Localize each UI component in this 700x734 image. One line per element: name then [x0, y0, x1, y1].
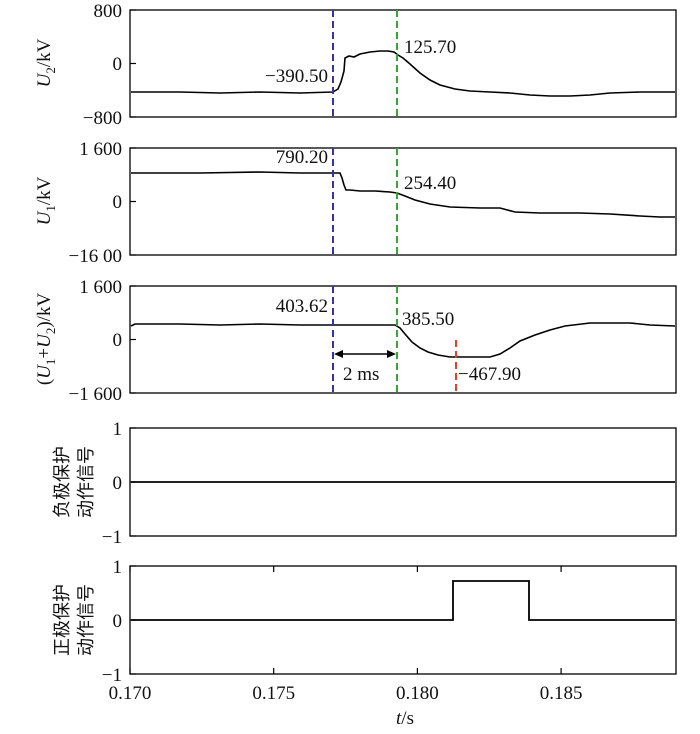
x-tick-0185: 0.185: [540, 683, 583, 704]
panel-sum-trace: [130, 322, 676, 358]
annotation-interval: 2 ms: [343, 364, 379, 385]
panel-u2-ytick-bot: −800: [83, 108, 122, 129]
panel-u1-ytick-top: 1 600: [79, 139, 122, 160]
panel-sum-ytick-bot: −1 600: [69, 384, 122, 405]
panel-u2-ylabel: U2/kV: [34, 38, 58, 87]
panel-sum-ylabel: (U1+U2)/kV: [34, 293, 58, 386]
annotation-u2-before: −390.50: [265, 66, 328, 87]
panel-u2-ytick-top: 800: [94, 1, 123, 22]
panel-pos-ylabel-line2: 动作信号: [76, 584, 97, 656]
panel-neg: 1 0 −1 负极保护 动作信号: [52, 419, 677, 548]
panel-u1-ytick-bot: −16 00: [69, 246, 122, 267]
annotation-u2-after: 125.70: [404, 37, 456, 58]
panel-pos-ylabel-line1: 正极保护: [52, 584, 73, 656]
x-axis-label: t/s: [396, 708, 414, 729]
panel-u2-ytick-mid: 0: [113, 54, 123, 75]
panel-sum-ytick-top: 1 600: [79, 277, 122, 298]
panel-u1-yticks: [130, 147, 136, 256]
interval-arrow: [334, 350, 396, 358]
panel-sum-ytick-mid: 0: [113, 330, 123, 351]
x-ticks: [129, 566, 562, 674]
panel-u2: 800 0 −800 U2/kV −390.50 125.70: [34, 1, 677, 129]
panel-pos-ytick-top: 1: [113, 557, 123, 578]
panel-u2-yticks: [130, 9, 136, 118]
annotation-sum-min: −467.90: [458, 364, 521, 385]
annotation-u1-before: 790.20: [276, 147, 328, 168]
panel-u2-trace: [131, 50, 675, 97]
panel-u1-frame: [129, 147, 677, 256]
panel-pos-ytick-bot: −1: [102, 665, 122, 686]
annotation-u1-after: 254.40: [404, 173, 456, 194]
panel-neg-ylabel-line1: 负极保护: [52, 446, 73, 518]
panel-sum-yticks: [130, 285, 136, 394]
panel-u1-ytick-mid: 0: [113, 192, 123, 213]
panel-neg-ytick-bot: −1: [102, 527, 122, 548]
panel-u1-ylabel: U1/kV: [34, 176, 58, 225]
panel-neg-ylabel-line2: 动作信号: [76, 446, 97, 518]
x-tick-0175: 0.175: [252, 683, 295, 704]
panel-pos-ytick-mid: 0: [113, 611, 123, 632]
panel-sum: 1 600 0 −1 600 (U1+U2)/kV 2 ms 403.62 38…: [34, 277, 677, 405]
panel-pos: 1 0 −1 正极保护 动作信号 0.170 0.175 0.180 0.185…: [52, 557, 677, 729]
panel-u2-frame: [129, 9, 677, 118]
panel-u1-trace: [131, 171, 675, 218]
panel-u1: 1 600 0 −16 00 U1/kV 790.20 254.40: [34, 139, 677, 267]
panel-neg-ytick-mid: 0: [113, 473, 123, 494]
panel-pos-trace: [131, 580, 675, 621]
x-tick-0180: 0.180: [396, 683, 439, 704]
annotation-sum-before: 403.62: [276, 296, 328, 317]
panel-neg-ytick-top: 1: [113, 419, 123, 440]
annotation-sum-after: 385.50: [402, 309, 454, 330]
x-tick-0170: 0.170: [109, 683, 152, 704]
panel-sum-frame: [129, 285, 677, 394]
